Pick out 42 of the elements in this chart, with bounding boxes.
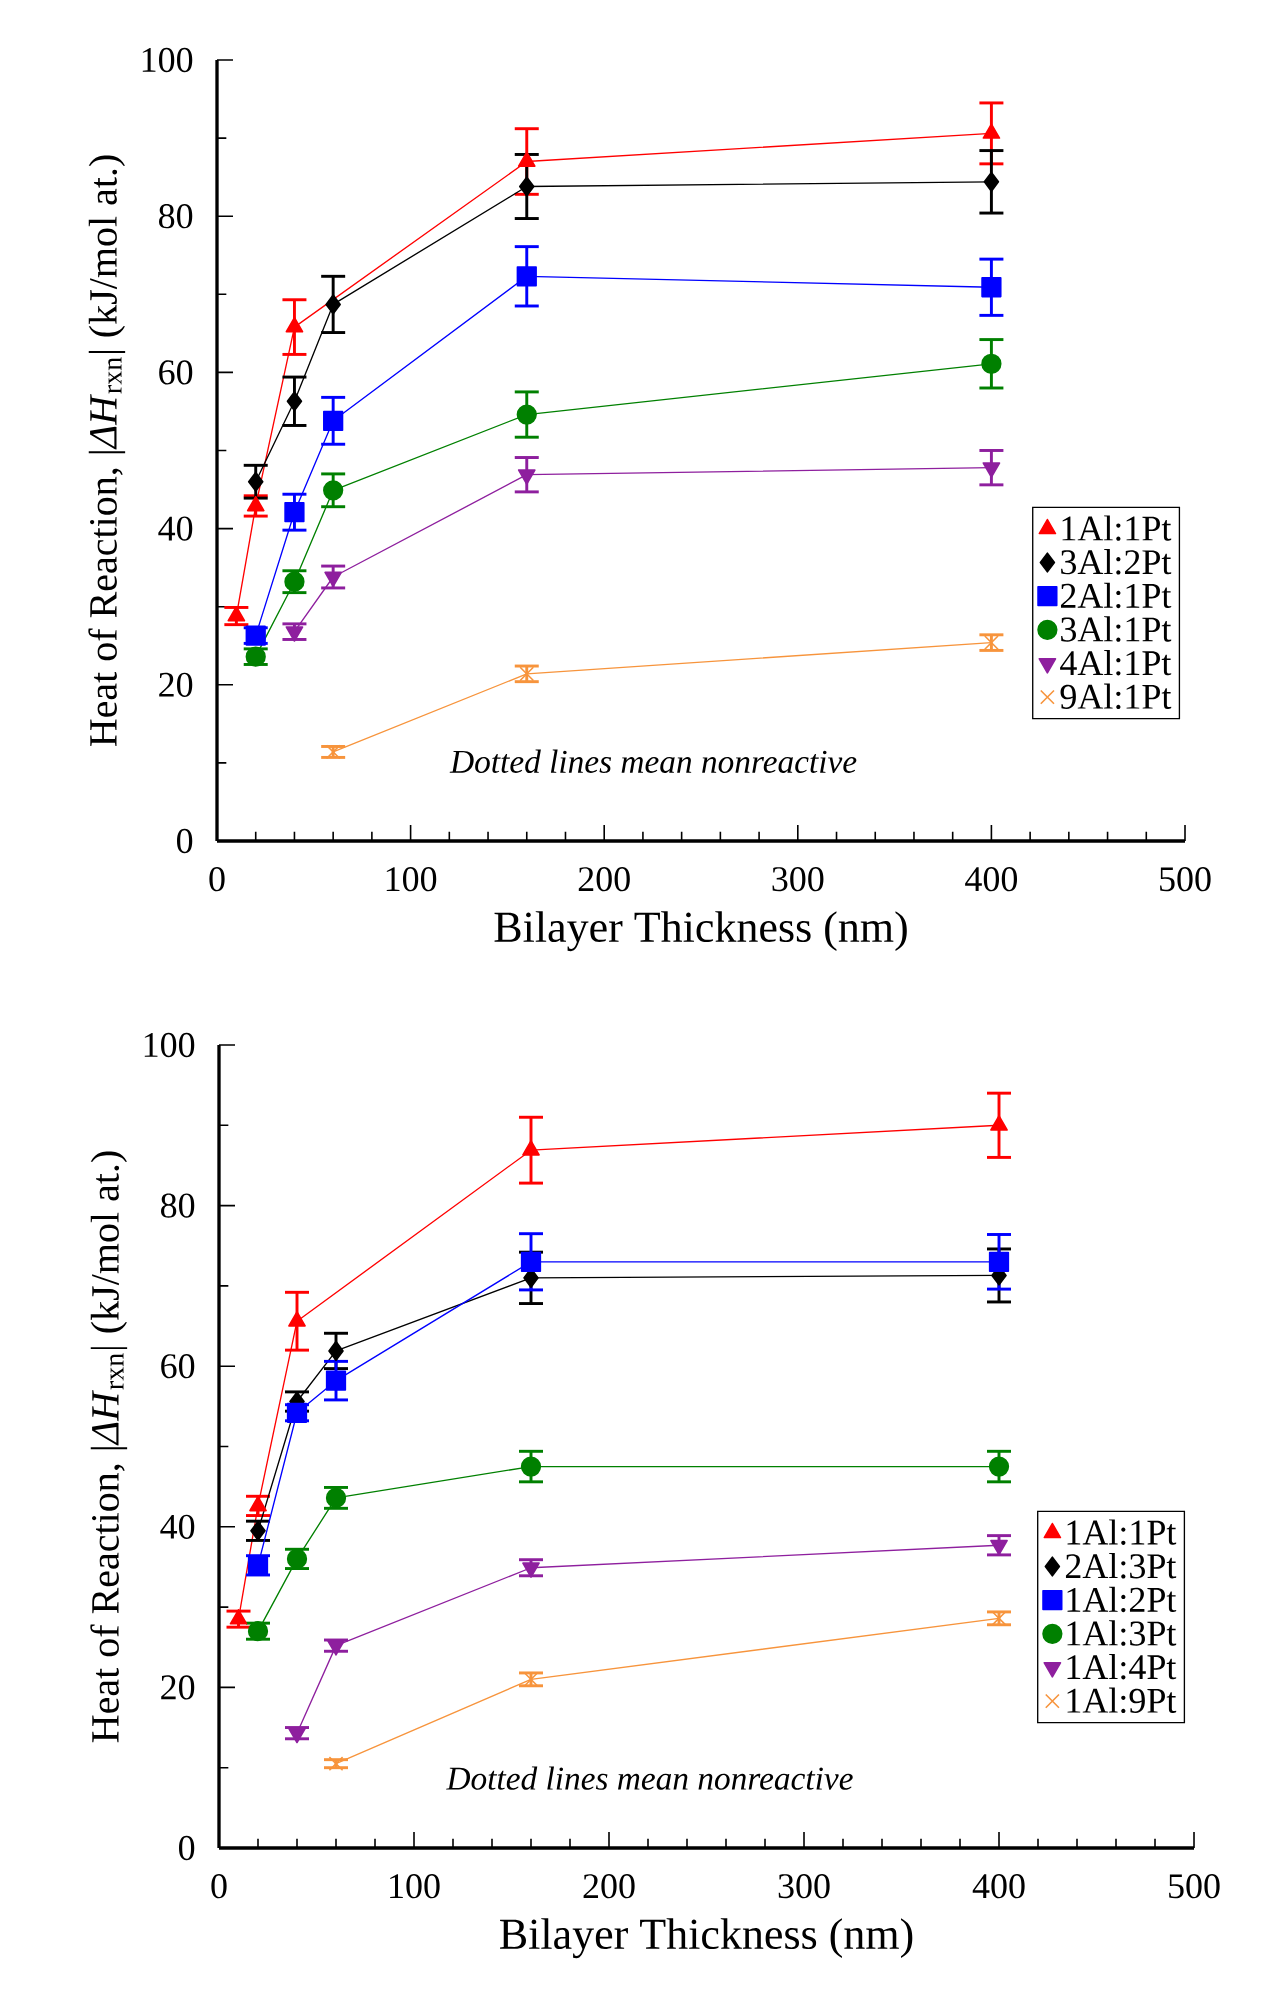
y-tick-label: 0 [177, 828, 193, 854]
x-tick-label: 0 [209, 867, 225, 892]
y-tick-label: 0 [179, 1835, 195, 1861]
annotation: Dotted lines mean nonreactive [449, 749, 857, 774]
y-tick-label: 100 [142, 47, 193, 73]
legend-label: 3Al:1Pt [1061, 616, 1172, 642]
x-tick-label: 300 [772, 867, 824, 892]
y-tick-label: 20 [159, 672, 193, 697]
legend-label: 1Al:1Pt [1062, 515, 1172, 541]
y-tick-label: 20 [161, 1675, 195, 1700]
x-tick-label: 500 [1160, 867, 1211, 892]
legend-label: 2Al:1Pt [1060, 582, 1172, 609]
legend-label: 1Al:9Pt [1067, 1687, 1177, 1714]
y-tick-label: 40 [160, 1514, 195, 1539]
legend-label: 2Al:3Pt [1065, 1553, 1177, 1579]
y-axis-title: Heat of Reaction, |ΔH$_{rxn}$| (kJ/mol at.) [90, 1151, 128, 1743]
legend-label: 9Al:1Pt [1060, 683, 1172, 710]
x-tick-label: 400 [972, 1874, 1025, 1899]
y-tick-label: 80 [161, 1193, 195, 1218]
annotation: Dotted lines mean nonreactive [446, 1766, 853, 1790]
x-tick-label: 200 [583, 1874, 635, 1899]
y-tick-label: 100 [144, 1032, 195, 1058]
y-tick-label: 60 [161, 1354, 195, 1379]
x-tick-label: 0 [211, 1874, 227, 1899]
legend-label: 3Al:2Pt [1061, 549, 1172, 575]
y-tick-label: 60 [159, 360, 193, 385]
x-tick-label: 200 [578, 867, 630, 892]
legend-label: 1Al:2Pt [1067, 1586, 1177, 1613]
x-tick-label: 100 [390, 1874, 440, 1899]
y-tick-label: 80 [159, 204, 193, 229]
y-axis-title: Heat of Reaction, |ΔH$_{rxn}$| (kJ/mol at.) [88, 155, 126, 747]
legend-label: 1Al:1Pt [1067, 1519, 1177, 1545]
x-axis-title: Bilayer Thickness (nm) [500, 1918, 913, 1959]
legend-label: 1Al:3Pt [1067, 1620, 1177, 1646]
y-tick-label: 40 [158, 516, 193, 541]
x-tick-label: 400 [965, 867, 1018, 892]
x-tick-label: 500 [1169, 1874, 1220, 1899]
legend-label: 1Al:4Pt [1067, 1653, 1177, 1680]
x-axis-title: Bilayer Thickness (nm) [494, 911, 907, 952]
x-tick-label: 300 [778, 1874, 830, 1899]
legend-label: 4Al:1Pt [1060, 649, 1172, 676]
x-tick-label: 100 [386, 867, 437, 892]
